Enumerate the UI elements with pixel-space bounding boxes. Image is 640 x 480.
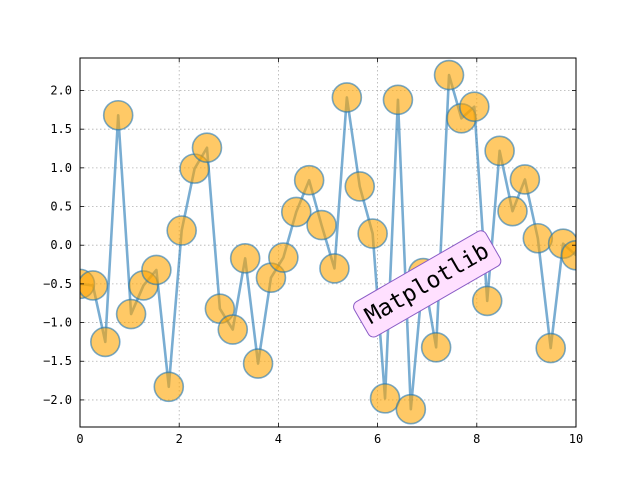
data-point-marker [89,326,121,358]
data-point-marker [357,218,388,249]
data-point-marker [229,243,261,274]
data-point-marker [242,348,274,379]
series-line [80,73,576,411]
data-point-marker [459,91,490,123]
y-tick-label: −1.0 [43,316,72,330]
data-point-marker [535,332,567,364]
y-tick-label: 1.0 [50,161,72,175]
data-point-marker [141,254,172,286]
data-point-marker [382,84,414,116]
data-point-marker [166,215,197,246]
data-point-marker [191,132,223,164]
data-point-marker [344,171,376,202]
x-tick-label: 10 [569,432,583,446]
y-tick-label: −1.5 [43,354,72,368]
data-point-marker [153,371,185,403]
x-tick-label: 2 [176,432,183,446]
axes-frame [79,57,577,428]
annotation-box [353,230,502,338]
data-point-marker [80,270,109,301]
y-tick-label: −0.5 [43,277,72,291]
y-tick-label: −2.0 [43,393,72,407]
data-point-marker [497,195,528,227]
data-point-marker [509,164,541,195]
y-tick-label: 2.0 [50,83,72,97]
data-point-marker [306,209,337,241]
data-point-marker [560,239,576,271]
data-point-marker [293,164,325,196]
data-point-marker [471,285,503,317]
y-tick-label: 0.5 [50,200,72,214]
data-point-marker [268,242,299,273]
data-point-marker [280,196,312,228]
data-point-marker [433,59,465,91]
data-point-marker [319,253,350,284]
data-point-marker [331,82,363,113]
x-tick-label: 4 [275,432,282,446]
axis-ticks: 0 2 4 6 8 10 −2.0 −1.5 −1.0 −0.5 0.0 0.5 1.0 1.5 2.0 [43,58,583,446]
y-tick-label: 0.0 [50,238,72,252]
x-tick-label: 0 [76,432,83,446]
x-tick-label: 8 [473,432,480,446]
data-point-marker [395,393,427,425]
x-tick-label: 6 [374,432,381,446]
data-point-marker [484,135,515,167]
data-point-marker [369,383,401,414]
data-point-marker [102,99,134,131]
data-point-marker [217,314,249,345]
y-tick-label: 1.5 [50,122,72,136]
data-point-marker [115,298,147,330]
data-point-marker [420,332,452,363]
data-point-marker [522,222,554,254]
